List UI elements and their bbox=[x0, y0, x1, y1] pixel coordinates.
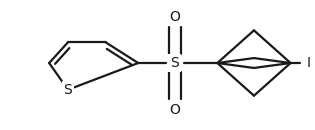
Text: I: I bbox=[306, 56, 310, 70]
Text: O: O bbox=[169, 103, 180, 116]
Text: O: O bbox=[169, 9, 180, 24]
Text: S: S bbox=[170, 56, 179, 70]
Text: S: S bbox=[64, 83, 72, 97]
